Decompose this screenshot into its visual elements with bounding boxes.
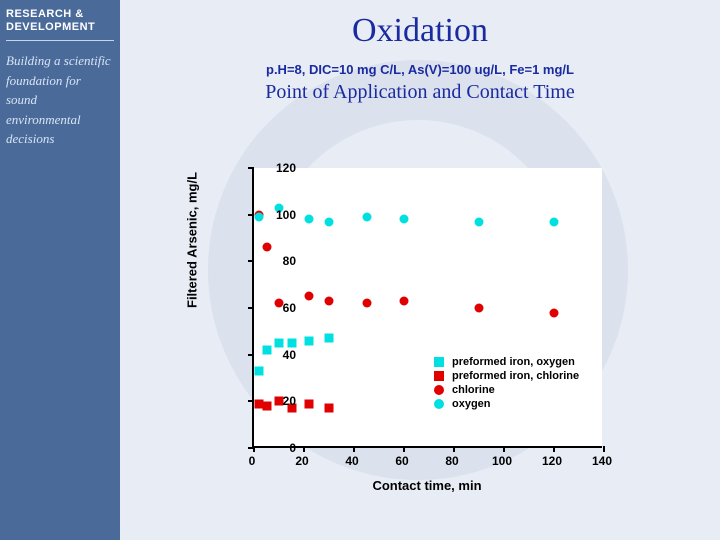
legend-marker [434,399,444,409]
y-tick-mark [248,167,254,169]
scatter-chart: Filtered Arsenic, mg/L Contact time, min… [180,158,650,508]
y-tick-mark [248,260,254,262]
slide-subtitle: Point of Application and Contact Time [120,81,720,104]
x-tick-label: 100 [487,454,517,468]
data-point [400,215,409,224]
legend-label: preformed iron, chlorine [452,370,579,382]
data-point [262,243,271,252]
y-tick-mark [248,400,254,402]
data-point [362,299,371,308]
data-point [325,334,334,343]
data-point [362,213,371,222]
data-point [305,215,314,224]
y-tick-mark [248,307,254,309]
x-tick-label: 0 [237,454,267,468]
y-tick-label: 40 [256,348,296,362]
x-tick-mark [253,446,255,452]
y-tick-label: 100 [256,208,296,222]
x-tick-mark [303,446,305,452]
sidebar-divider [6,40,114,41]
y-axis-label: Filtered Arsenic, mg/L [185,172,200,308]
data-point [305,292,314,301]
data-point [550,308,559,317]
legend-marker [434,371,444,381]
data-point [475,217,484,226]
y-tick-label: 120 [256,161,296,175]
plot-area: preformed iron, oxygen preformed iron, ch… [252,168,602,448]
y-tick-mark [248,214,254,216]
legend-marker [434,357,444,367]
x-tick-mark [553,446,555,452]
legend: preformed iron, oxygen preformed iron, ch… [434,354,579,412]
data-point [305,336,314,345]
legend-label: chlorine [452,384,495,396]
y-tick-label: 80 [256,254,296,268]
legend-item: chlorine [434,384,579,396]
legend-marker [434,385,444,395]
x-tick-label: 60 [387,454,417,468]
x-tick-mark [503,446,505,452]
y-tick-label: 60 [256,301,296,315]
data-point [287,339,296,348]
sidebar-tagline: Building a scientific foundation for sou… [6,51,114,149]
sidebar-header-2: DEVELOPMENT [6,21,114,34]
sidebar: RESEARCH & DEVELOPMENT Building a scient… [0,0,120,540]
x-tick-mark [403,446,405,452]
data-point [475,304,484,313]
x-tick-mark [453,446,455,452]
legend-item: oxygen [434,398,579,410]
data-point [305,399,314,408]
slide-title: Oxidation [120,12,720,50]
sidebar-header-1: RESEARCH & [6,8,114,21]
data-point [275,339,284,348]
main-content: Oxidation p.H=8, DIC=10 mg C/L, As(V)=10… [120,0,720,540]
x-tick-mark [603,446,605,452]
legend-item: preformed iron, chlorine [434,370,579,382]
x-tick-label: 80 [437,454,467,468]
legend-label: preformed iron, oxygen [452,356,575,368]
x-tick-label: 20 [287,454,317,468]
legend-label: oxygen [452,398,491,410]
x-tick-label: 140 [587,454,617,468]
x-tick-label: 120 [537,454,567,468]
data-point [255,367,264,376]
y-tick-mark [248,354,254,356]
y-tick-label: 20 [256,394,296,408]
data-point [550,217,559,226]
x-tick-mark [353,446,355,452]
data-point [400,297,409,306]
x-tick-label: 40 [337,454,367,468]
data-point [325,404,334,413]
data-point [325,217,334,226]
y-tick-label: 0 [256,441,296,455]
data-point [325,297,334,306]
x-axis-label: Contact time, min [252,478,602,493]
conditions-text: p.H=8, DIC=10 mg C/L, As(V)=100 ug/L, Fe… [120,62,720,77]
legend-item: preformed iron, oxygen [434,356,579,368]
